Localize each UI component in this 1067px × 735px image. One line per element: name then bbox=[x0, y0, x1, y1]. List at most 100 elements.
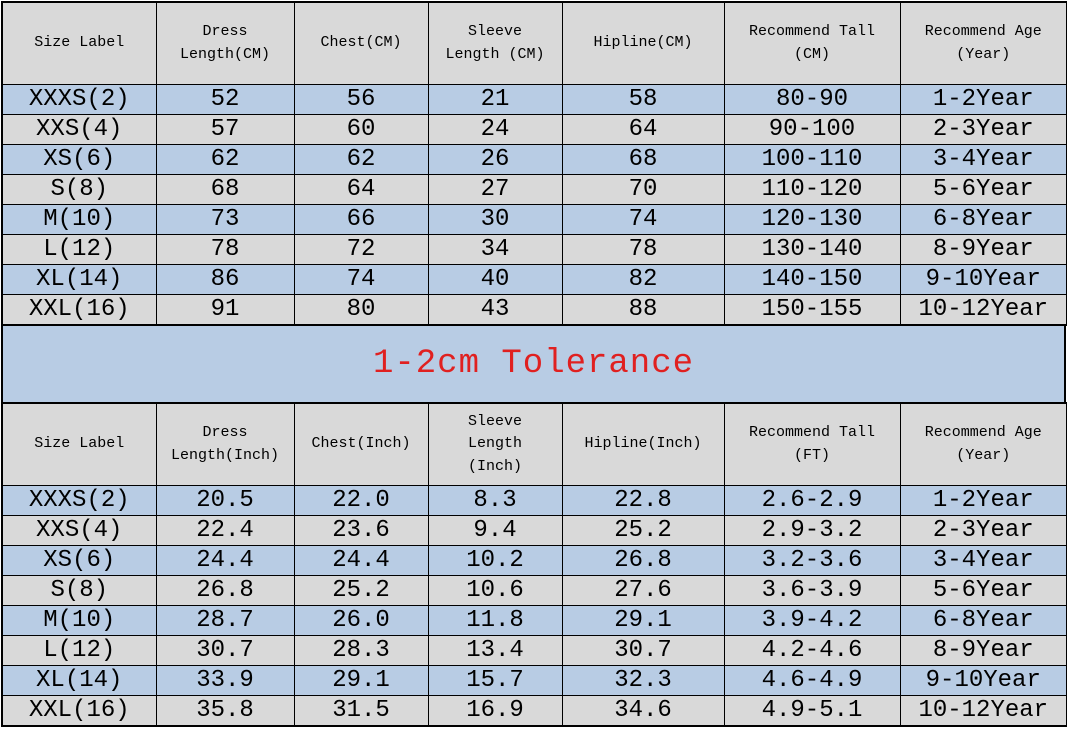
table-cell: 6-8Year bbox=[899, 605, 1067, 636]
table-row: M(10) 28.7 26.0 11.8 29.1 3.9-4.2 6-8Year bbox=[1, 605, 1067, 636]
table-cell: 16.9 bbox=[427, 695, 563, 727]
table-cell: 9-10Year bbox=[899, 264, 1067, 295]
table-row: XXS(4) 57 60 24 64 90-100 2-3Year bbox=[1, 114, 1067, 145]
table-cell: 30.7 bbox=[155, 635, 295, 666]
table-cell: 68 bbox=[561, 144, 725, 175]
cm-table-body: XXXS(2) 52 56 21 58 80-90 1-2Year XXS(4) 57 60 24 6… bbox=[1, 84, 1067, 326]
size-label-cell: M(10) bbox=[1, 605, 157, 636]
inch-size-table: Size Label Dress Length(Inch) Chest(Inch… bbox=[1, 402, 1067, 727]
table-cell: 110-120 bbox=[723, 174, 901, 205]
tolerance-text: 1-2cm Tolerance bbox=[372, 345, 695, 383]
table-cell: 60 bbox=[293, 114, 429, 145]
table-cell: 3.2-3.6 bbox=[723, 545, 901, 576]
table-cell: 23.6 bbox=[293, 515, 429, 546]
table-cell: 90-100 bbox=[723, 114, 901, 145]
table-cell: 15.7 bbox=[427, 665, 563, 696]
table-cell: 10.2 bbox=[427, 545, 563, 576]
size-label-cell: XXS(4) bbox=[1, 114, 157, 145]
column-header-recommend-tall-ft: Recommend Tall (FT) bbox=[723, 402, 901, 486]
table-cell: 25.2 bbox=[293, 575, 429, 606]
table-cell: 80-90 bbox=[723, 84, 901, 115]
column-header-recommend-age: Recommend Age (Year) bbox=[899, 402, 1067, 486]
table-cell: 57 bbox=[155, 114, 295, 145]
size-label-cell: XXXS(2) bbox=[1, 485, 157, 516]
table-row: XXS(4) 22.4 23.6 9.4 25.2 2.9-3.2 2-3Year bbox=[1, 515, 1067, 546]
table-cell: 27.6 bbox=[561, 575, 725, 606]
table-cell: 4.2-4.6 bbox=[723, 635, 901, 666]
size-label-cell: L(12) bbox=[1, 635, 157, 666]
table-cell: 120-130 bbox=[723, 204, 901, 235]
table-cell: 80 bbox=[293, 294, 429, 326]
size-label-cell: XS(6) bbox=[1, 144, 157, 175]
table-cell: 3-4Year bbox=[899, 545, 1067, 576]
table-cell: 33.9 bbox=[155, 665, 295, 696]
size-label-cell: XL(14) bbox=[1, 665, 157, 696]
table-cell: 62 bbox=[293, 144, 429, 175]
size-label-cell: S(8) bbox=[1, 174, 157, 205]
table-cell: 2.6-2.9 bbox=[723, 485, 901, 516]
table-cell: 28.3 bbox=[293, 635, 429, 666]
column-header-size-label: Size Label bbox=[1, 1, 157, 85]
table-cell: 30 bbox=[427, 204, 563, 235]
cm-size-table: Size Label Dress Length(CM) Chest(CM) Sl… bbox=[1, 1, 1067, 326]
column-header-dress-length-inch: Dress Length(Inch) bbox=[155, 402, 295, 486]
table-cell: 20.5 bbox=[155, 485, 295, 516]
table-cell: 64 bbox=[561, 114, 725, 145]
table-cell: 82 bbox=[561, 264, 725, 295]
size-label-cell: XS(6) bbox=[1, 545, 157, 576]
table-cell: 26.8 bbox=[561, 545, 725, 576]
table-cell: 24.4 bbox=[155, 545, 295, 576]
table-cell: 52 bbox=[155, 84, 295, 115]
table-cell: 1-2Year bbox=[899, 84, 1067, 115]
table-cell: 25.2 bbox=[561, 515, 725, 546]
size-label-cell: XXS(4) bbox=[1, 515, 157, 546]
table-cell: 26.8 bbox=[155, 575, 295, 606]
table-cell: 9.4 bbox=[427, 515, 563, 546]
table-cell: 22.4 bbox=[155, 515, 295, 546]
column-header-hipline-cm: Hipline(CM) bbox=[561, 1, 725, 85]
table-cell: 24.4 bbox=[293, 545, 429, 576]
column-header-size-label: Size Label bbox=[1, 402, 157, 486]
table-row: M(10) 73 66 30 74 120-130 6-8Year bbox=[1, 204, 1067, 235]
table-row: XXL(16) 91 80 43 88 150-155 10-12Year bbox=[1, 294, 1067, 326]
table-cell: 8.3 bbox=[427, 485, 563, 516]
table-row: L(12) 30.7 28.3 13.4 30.7 4.2-4.6 8-9Year bbox=[1, 635, 1067, 666]
table-cell: 11.8 bbox=[427, 605, 563, 636]
table-row: XS(6) 24.4 24.4 10.2 26.8 3.2-3.6 3-4Year bbox=[1, 545, 1067, 576]
tolerance-banner: 1-2cm Tolerance bbox=[1, 326, 1066, 402]
table-cell: 3.9-4.2 bbox=[723, 605, 901, 636]
column-header-recommend-age: Recommend Age (Year) bbox=[899, 1, 1067, 85]
table-cell: 66 bbox=[293, 204, 429, 235]
table-cell: 3-4Year bbox=[899, 144, 1067, 175]
table-cell: 40 bbox=[427, 264, 563, 295]
table-cell: 31.5 bbox=[293, 695, 429, 727]
table-cell: 22.8 bbox=[561, 485, 725, 516]
table-cell: 74 bbox=[293, 264, 429, 295]
column-header-sleeve-length-inch: Sleeve Length (Inch) bbox=[427, 402, 563, 486]
table-row: XL(14) 33.9 29.1 15.7 32.3 4.6-4.9 9-10Year bbox=[1, 665, 1067, 696]
column-header-hipline-inch: Hipline(Inch) bbox=[561, 402, 725, 486]
column-header-sleeve-length-cm: Sleeve Length (CM) bbox=[427, 1, 563, 85]
table-cell: 64 bbox=[293, 174, 429, 205]
table-header-row: Size Label Dress Length(Inch) Chest(Inch… bbox=[1, 402, 1067, 486]
size-label-cell: XXL(16) bbox=[1, 294, 157, 326]
table-cell: 27 bbox=[427, 174, 563, 205]
column-header-chest-cm: Chest(CM) bbox=[293, 1, 429, 85]
table-cell: 9-10Year bbox=[899, 665, 1067, 696]
table-cell: 29.1 bbox=[293, 665, 429, 696]
table-cell: 26.0 bbox=[293, 605, 429, 636]
table-cell: 78 bbox=[561, 234, 725, 265]
table-row: XXXS(2) 20.5 22.0 8.3 22.8 2.6-2.9 1-2Year bbox=[1, 485, 1067, 516]
table-cell: 78 bbox=[155, 234, 295, 265]
table-cell: 10-12Year bbox=[899, 695, 1067, 727]
table-cell: 130-140 bbox=[723, 234, 901, 265]
table-row: XS(6) 62 62 26 68 100-110 3-4Year bbox=[1, 144, 1067, 175]
table-row: S(8) 26.8 25.2 10.6 27.6 3.6-3.9 5-6Year bbox=[1, 575, 1067, 606]
table-cell: 2-3Year bbox=[899, 515, 1067, 546]
table-cell: 58 bbox=[561, 84, 725, 115]
size-label-cell: L(12) bbox=[1, 234, 157, 265]
table-cell: 2.9-3.2 bbox=[723, 515, 901, 546]
table-row: XXXS(2) 52 56 21 58 80-90 1-2Year bbox=[1, 84, 1067, 115]
table-cell: 43 bbox=[427, 294, 563, 326]
